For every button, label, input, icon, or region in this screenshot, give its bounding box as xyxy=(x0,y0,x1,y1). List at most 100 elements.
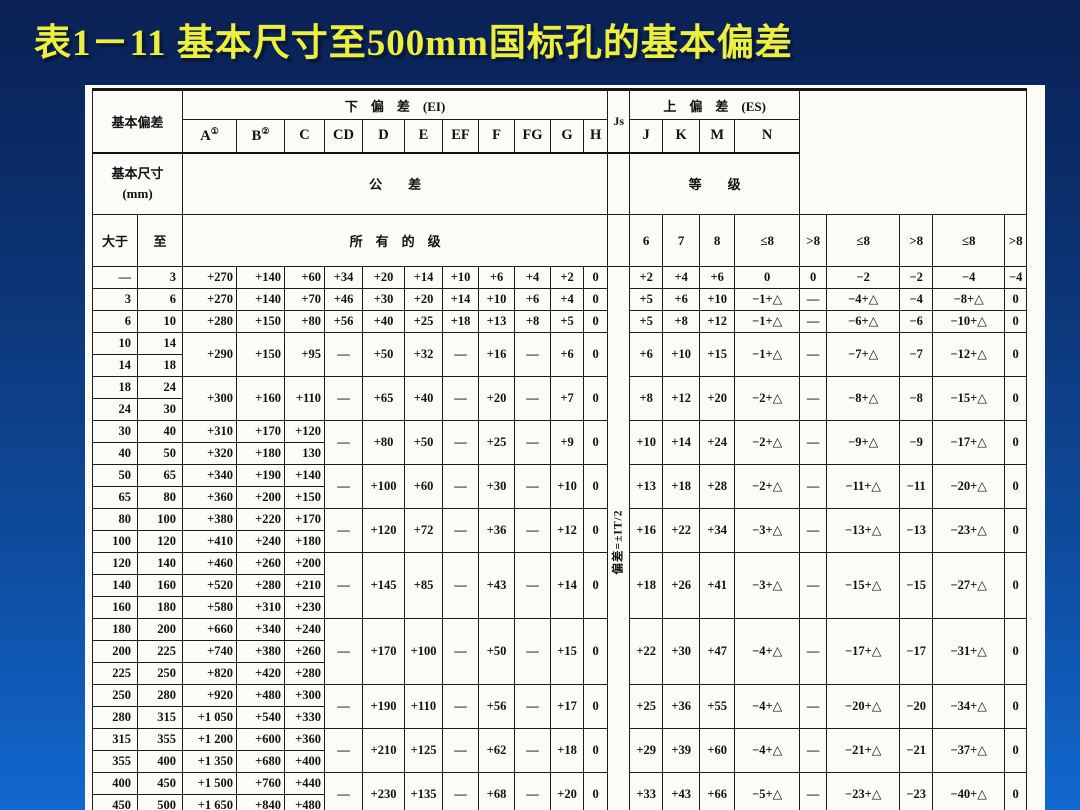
table-cell: −27+△ xyxy=(932,552,1006,619)
table-row: 315 355 +1 200 +600 +360— +210 +125— +62— +18 0 +2… xyxy=(92,728,1028,773)
size-to-cell: 40 xyxy=(136,420,184,443)
table-cell: — xyxy=(799,310,828,333)
table-cell: — xyxy=(442,552,480,619)
size-to-cell: 10 xyxy=(136,310,184,333)
table-cell: — xyxy=(442,464,480,509)
table-cell: +6 xyxy=(514,288,552,311)
size-to-cell: 100 xyxy=(136,508,184,531)
table-cell: +20 xyxy=(362,266,406,289)
size-to-cell: 250 xyxy=(136,662,184,685)
table-cell: −21+△ xyxy=(826,728,901,773)
table-cell: — xyxy=(799,332,828,377)
table-cell: +6 xyxy=(550,332,585,377)
table-cell: +240 xyxy=(284,618,326,641)
table-cell: +400 xyxy=(284,750,326,773)
table-cell: — xyxy=(514,684,552,729)
table-cell: −10+△ xyxy=(932,310,1006,333)
table-cell: −1+△ xyxy=(734,288,801,311)
table-cell: — xyxy=(514,332,552,377)
size-to-cell: 140 xyxy=(136,552,184,575)
table-cell: — xyxy=(514,728,552,773)
table-cell: +330 xyxy=(284,706,326,729)
table-cell: +10 xyxy=(662,332,701,377)
table-cell: +135 xyxy=(404,772,444,810)
table-cell: +240 xyxy=(236,530,286,553)
js-column-header: Js xyxy=(607,89,631,154)
table-cell: −17+△ xyxy=(826,618,901,685)
table-cell: +13 xyxy=(478,310,516,333)
table-cell: +10 xyxy=(550,464,585,509)
size-over-cell: 450 xyxy=(92,794,138,810)
size-to-cell: 65 xyxy=(136,464,184,487)
table-cell: 0 xyxy=(1004,332,1028,377)
table-cell: +150 xyxy=(236,310,286,333)
table-cell: −11+△ xyxy=(826,464,901,509)
table-cell: +100 xyxy=(362,464,406,509)
table-cell: +40 xyxy=(404,376,444,421)
table-cell: +310 xyxy=(182,420,238,443)
table-row: 3 6 +270 +140 +70 +46 +30 +20 +14 +10 +6 +4 0 +5 +6 +10… xyxy=(92,288,1028,311)
base-size-unit: (mm) xyxy=(122,185,153,201)
size-to-cell: 18 xyxy=(136,354,184,377)
js-column-spacer xyxy=(607,152,631,215)
table-cell: +14 xyxy=(442,288,480,311)
table-cell: +8 xyxy=(662,310,701,333)
footnote-mark: ① xyxy=(210,126,219,137)
size-over-cell: 24 xyxy=(92,398,138,421)
table-cell: +25 xyxy=(629,684,664,729)
header-row-letters: A① B② C CD D E EF F FG G H J K M N xyxy=(93,119,1027,154)
table-cell: — xyxy=(324,728,364,773)
table-cell: +260 xyxy=(236,552,286,575)
table-cell: 0 xyxy=(583,288,609,311)
table-cell: — xyxy=(514,618,552,685)
size-over-cell: 3 xyxy=(92,288,138,311)
table-cell: +4 xyxy=(550,288,585,311)
table-cell: −4+△ xyxy=(826,288,901,311)
table-cell: +340 xyxy=(182,464,238,487)
table-cell: +200 xyxy=(236,486,286,509)
hole-basic-deviation-table: 基本偏差 下 偏 差 (EI) Js 上 偏 差 (ES) A① B② C CD… xyxy=(91,88,1028,810)
size-over-cell: 80 xyxy=(92,508,138,531)
table-cell: 0 xyxy=(1004,376,1028,421)
table-cell: +480 xyxy=(236,684,286,707)
table-cell: +660 xyxy=(182,618,238,641)
grade-header-7: 7 xyxy=(662,214,701,267)
table-cell: +6 xyxy=(629,332,664,377)
table-row: 120 140 +460 +260 +200— +145 +85— +43— +14 0 +18 +2… xyxy=(92,552,1028,619)
table-cell: +820 xyxy=(182,662,238,685)
size-to-cell: 24 xyxy=(136,376,184,399)
table-cell: −15+△ xyxy=(826,552,901,619)
table-cell: −3+△ xyxy=(734,508,801,553)
column-header-E: E xyxy=(404,119,444,154)
all-grades-header: 所 有 的 级 xyxy=(182,214,609,267)
table-cell: +34 xyxy=(324,266,364,289)
table-cell: +14 xyxy=(662,420,701,465)
table-cell: +145 xyxy=(362,552,406,619)
table-cell: 0 xyxy=(583,266,609,289)
table-body: —3 +270 +140 +60 +34 +20 +14 +10 +6 +4 +2 0 偏差=±IT/2… xyxy=(92,266,1028,810)
table-cell: 0 xyxy=(1004,420,1028,465)
table-cell: 0 xyxy=(583,464,609,509)
table-cell: +290 xyxy=(182,332,238,377)
table-cell: −31+△ xyxy=(932,618,1006,685)
table-cell: — xyxy=(799,684,828,729)
table-cell: +600 xyxy=(236,728,286,751)
table-cell: — xyxy=(799,376,828,421)
table-cell: 0 xyxy=(734,266,801,289)
size-over-cell: 18 xyxy=(92,376,138,399)
table-cell: −4 xyxy=(932,266,1006,289)
table-cell: +140 xyxy=(236,266,286,289)
table-cell: +190 xyxy=(236,464,286,487)
table-cell: +12 xyxy=(699,310,736,333)
size-to-cell: 80 xyxy=(136,486,184,509)
size-over-cell: 225 xyxy=(92,662,138,685)
table-cell: +1 500 xyxy=(182,772,238,795)
table-cell: — xyxy=(514,772,552,810)
table-cell: — xyxy=(324,552,364,619)
table-cell: +14 xyxy=(550,552,585,619)
size-to-cell: 160 xyxy=(136,574,184,597)
table-cell: — xyxy=(514,552,552,619)
table-cell: +50 xyxy=(362,332,406,377)
table-cell: +18 xyxy=(442,310,480,333)
table-cell: +60 xyxy=(699,728,736,773)
